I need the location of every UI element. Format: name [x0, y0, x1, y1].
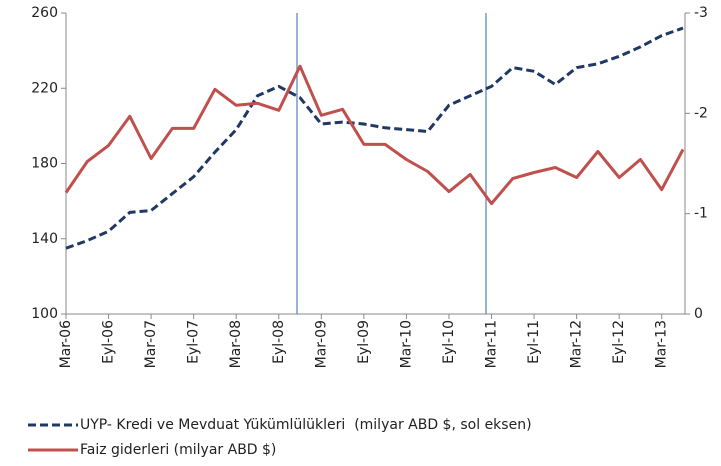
y-tick-label: 140: [31, 231, 58, 247]
x-tick-label: Eyl-06: [101, 320, 117, 364]
x-tick-label: Mar-12: [569, 320, 585, 368]
x-tick-label: Mar-10: [398, 320, 414, 368]
x-tick-label: Eyl-08: [271, 320, 287, 364]
y2-tick-label: -2: [694, 105, 708, 121]
x-tick-label: Mar-13: [654, 320, 670, 368]
series-line: [64, 64, 685, 206]
legend-label: UYP- Kredi ve Mevduat Yükümlülükleri (mi…: [80, 417, 532, 433]
x-tick-label: Eyl-09: [356, 320, 372, 364]
x-tick-label: Mar-07: [143, 320, 159, 368]
y2-tick-label: -1: [694, 206, 708, 222]
x-tick-label: Eyl-07: [186, 320, 202, 364]
x-tick-label: Mar-06: [58, 320, 74, 368]
y-tick-label: 260: [31, 5, 58, 21]
legend-label: Faiz giderleri (milyar ABD $): [80, 442, 276, 458]
series-line: [65, 26, 684, 250]
x-tick-label: Eyl-10: [441, 320, 457, 364]
y2-tick-label: 0: [694, 306, 703, 322]
y2-tick-label: -3: [694, 5, 708, 21]
x-tick-label: Eyl-11: [526, 320, 542, 364]
x-tick-label: Mar-08: [228, 320, 244, 368]
y-tick-label: 180: [31, 156, 58, 172]
x-tick-label: Eyl-12: [611, 320, 627, 364]
y-tick-label: 100: [31, 306, 58, 322]
y-tick-label: 220: [31, 80, 58, 96]
x-tick-label: Mar-09: [313, 320, 329, 368]
x-tick-label: Mar-11: [484, 320, 500, 368]
